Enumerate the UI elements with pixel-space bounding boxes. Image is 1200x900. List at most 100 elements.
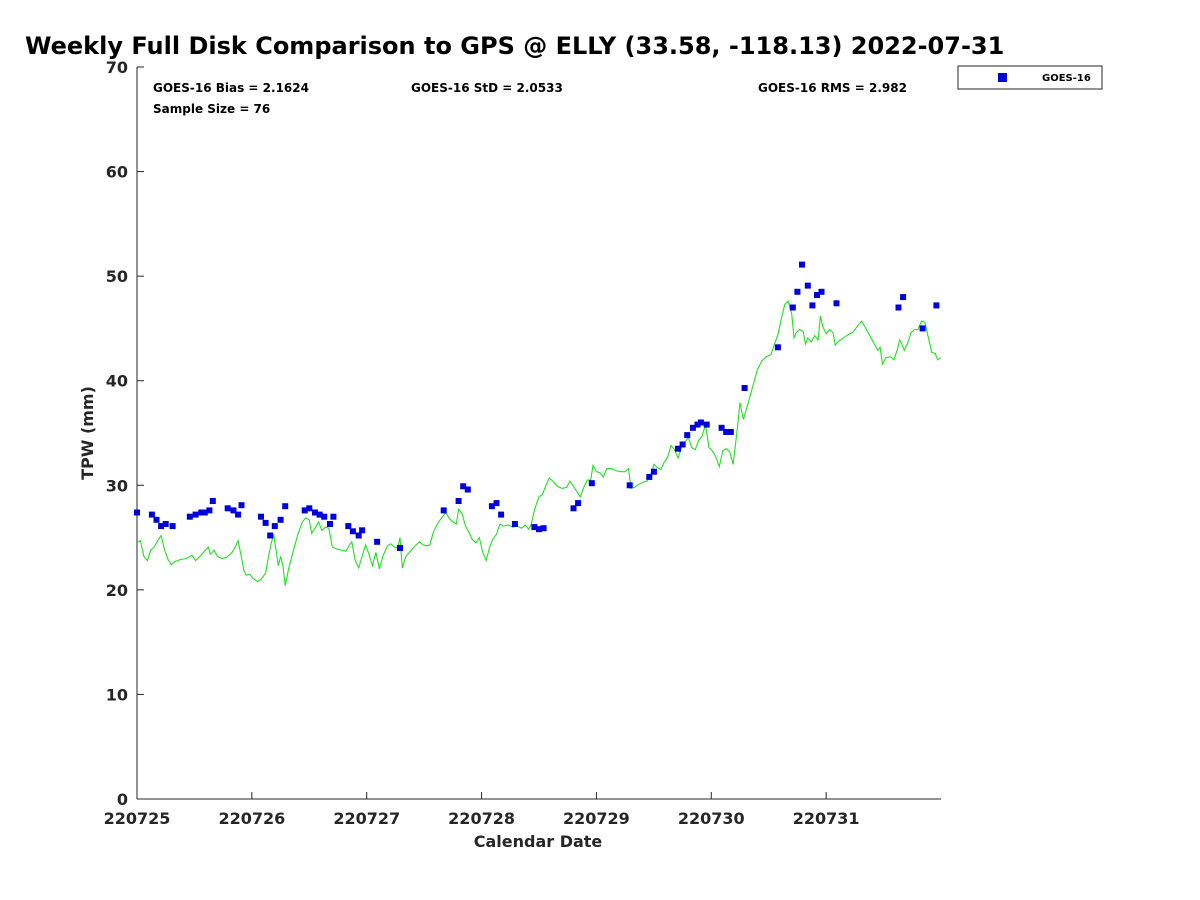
x-tick-label: 220731 — [793, 809, 860, 828]
data-point — [374, 538, 381, 545]
data-point — [397, 545, 403, 551]
data-point — [723, 429, 730, 435]
data-point — [359, 527, 366, 534]
goes16-scatter-series — [134, 261, 940, 551]
data-point — [262, 519, 269, 526]
data-point — [282, 503, 289, 510]
x-tick-label: 220730 — [678, 809, 745, 828]
data-point — [158, 523, 165, 530]
data-point — [271, 523, 278, 530]
data-point — [201, 509, 208, 516]
data-point — [162, 521, 169, 527]
data-point — [267, 532, 274, 539]
data-point — [741, 385, 748, 391]
data-point — [488, 503, 495, 510]
data-point — [238, 502, 245, 509]
legend: GOES-16 — [957, 65, 1103, 90]
data-point — [153, 516, 160, 523]
data-point — [330, 513, 337, 520]
y-tick-label: 50 — [106, 267, 128, 286]
x-tick-label: 220727 — [333, 809, 400, 828]
data-point — [650, 468, 657, 475]
data-point — [588, 480, 595, 487]
data-point — [809, 302, 816, 309]
data-point — [493, 500, 500, 507]
data-point — [794, 288, 801, 295]
data-point — [198, 509, 205, 516]
x-tick-label: 220726 — [218, 809, 285, 828]
data-point — [235, 511, 242, 518]
data-point — [919, 325, 926, 332]
y-tick-label: 60 — [106, 163, 128, 182]
data-point — [455, 498, 462, 504]
x-tick-label: 220728 — [448, 809, 515, 828]
data-point — [460, 483, 467, 490]
data-point — [440, 507, 447, 514]
y-axis-label: TPW (mm) — [78, 386, 97, 480]
data-point — [148, 511, 155, 518]
y-tick-label: 10 — [106, 685, 128, 704]
data-point — [327, 521, 333, 527]
y-tick-label: 0 — [117, 790, 128, 809]
std-stat: GOES-16 StD = 2.0533 — [411, 81, 563, 95]
data-point — [774, 344, 781, 351]
chart-title: Weekly Full Disk Comparison to GPS @ ELL… — [25, 32, 1004, 60]
data-point — [312, 509, 318, 516]
data-point — [697, 419, 704, 426]
data-point — [316, 511, 323, 518]
data-point — [789, 304, 796, 311]
data-point — [277, 516, 284, 523]
rms-stat: GOES-16 RMS = 2.982 — [758, 81, 907, 95]
data-point — [694, 421, 701, 428]
data-point — [230, 507, 237, 514]
sample-size-stat: Sample Size = 76 — [153, 102, 270, 116]
plot-area — [136, 67, 941, 800]
data-point — [306, 505, 313, 512]
data-point — [134, 509, 140, 516]
data-point — [833, 300, 840, 307]
data-point — [349, 528, 356, 535]
data-point — [804, 282, 811, 289]
data-point — [818, 288, 825, 295]
legend-marker — [998, 73, 1007, 82]
y-tick-label: 20 — [106, 581, 128, 600]
data-point — [498, 511, 505, 518]
x-axis-label: Calendar Date — [474, 832, 603, 851]
data-point — [684, 432, 691, 439]
data-point — [169, 523, 176, 530]
data-point — [511, 521, 518, 527]
data-point — [933, 302, 940, 309]
y-tick-label: 70 — [106, 58, 128, 77]
data-point — [900, 294, 907, 301]
data-point — [703, 421, 710, 428]
x-tick-label: 220725 — [104, 809, 171, 828]
data-point — [814, 292, 820, 298]
data-point — [321, 513, 328, 520]
y-axis: 0 10 20 30 40 50 60 70 — [106, 58, 144, 809]
data-point — [895, 304, 902, 311]
data-point — [258, 513, 264, 520]
gps-tpw-line — [136, 300, 942, 586]
gps-line-series — [136, 300, 942, 586]
legend-entry-goes16: GOES-16 — [1042, 73, 1091, 84]
data-point — [675, 445, 681, 452]
data-point — [224, 505, 231, 512]
data-point — [536, 526, 542, 533]
bias-stat: GOES-16 Bias = 2.1624 — [153, 81, 309, 95]
y-tick-label: 40 — [106, 372, 128, 391]
data-point — [646, 473, 653, 480]
data-point — [355, 532, 362, 539]
y-tick-label: 30 — [106, 476, 128, 495]
data-point — [626, 482, 633, 489]
data-point — [689, 424, 696, 431]
x-tick-label: 220729 — [563, 809, 630, 828]
data-point — [301, 507, 308, 514]
data-point — [345, 523, 352, 530]
data-point — [799, 261, 805, 268]
data-point — [718, 424, 725, 431]
data-point — [209, 498, 216, 504]
data-point — [679, 441, 686, 448]
data-point — [570, 505, 577, 512]
data-point — [531, 524, 538, 531]
